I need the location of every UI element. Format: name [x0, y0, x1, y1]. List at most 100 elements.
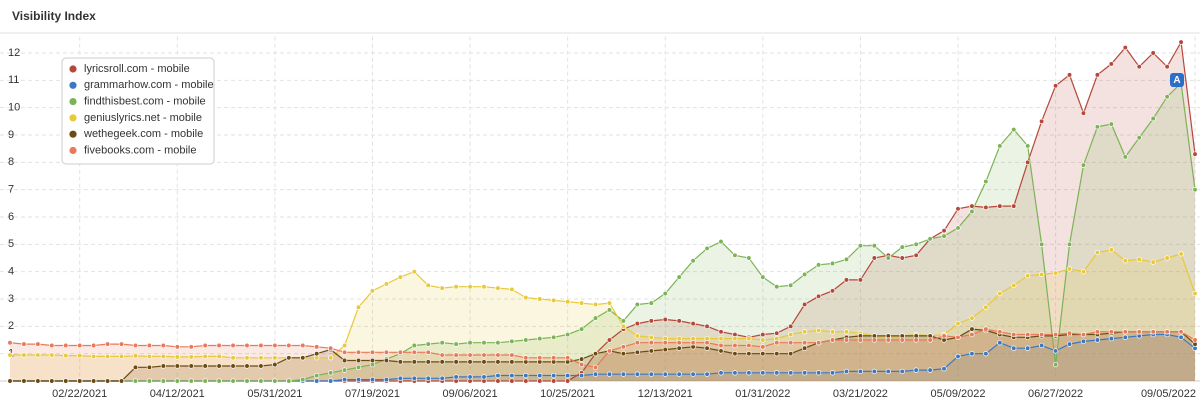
data-point	[1108, 121, 1115, 127]
data-point	[35, 352, 41, 358]
data-point	[1025, 345, 1031, 351]
data-point	[1038, 331, 1045, 338]
data-point	[746, 335, 752, 342]
data-point	[983, 351, 989, 357]
data-point	[537, 296, 543, 302]
data-point	[1150, 115, 1156, 122]
data-point	[132, 353, 139, 359]
data-point	[1094, 249, 1101, 256]
data-point	[913, 252, 919, 258]
data-point	[118, 378, 125, 384]
data-point	[704, 340, 710, 346]
y-tick-label: 12	[8, 47, 20, 59]
data-point	[383, 281, 390, 287]
data-point	[648, 300, 654, 306]
data-point	[1150, 50, 1156, 56]
data-point	[355, 304, 362, 310]
data-point	[732, 351, 738, 357]
data-point	[1011, 345, 1017, 351]
data-point	[648, 340, 654, 346]
data-point	[355, 357, 362, 364]
data-point	[327, 370, 334, 376]
data-point	[885, 255, 891, 261]
data-point	[1080, 338, 1087, 345]
data-point	[927, 337, 933, 343]
data-point	[913, 337, 919, 343]
data-point	[327, 355, 334, 361]
legend-marker	[69, 146, 77, 155]
data-point	[983, 204, 989, 211]
x-tick-label: 03/21/2022	[833, 388, 888, 400]
data-point	[704, 371, 710, 377]
data-point	[676, 345, 682, 351]
data-point	[955, 334, 961, 340]
data-point	[132, 342, 139, 349]
legend-marker	[69, 81, 77, 89]
data-point	[411, 342, 417, 349]
data-point	[272, 342, 278, 349]
data-point	[899, 368, 905, 375]
data-point	[774, 340, 780, 346]
data-point	[774, 351, 780, 357]
data-point	[941, 333, 947, 339]
data-point	[188, 354, 194, 360]
data-point	[1094, 329, 1101, 335]
data-point	[1066, 330, 1073, 336]
data-point	[188, 344, 194, 350]
data-point	[788, 370, 794, 376]
data-point	[90, 378, 97, 384]
data-point	[300, 376, 306, 383]
x-tick-label: 06/27/2022	[1028, 388, 1083, 400]
data-point	[523, 294, 529, 301]
data-point	[690, 258, 696, 264]
data-point	[871, 337, 878, 343]
data-point	[77, 342, 83, 349]
data-point	[746, 370, 752, 376]
data-point	[425, 375, 431, 381]
data-point	[592, 351, 599, 357]
data-point	[955, 353, 961, 360]
data-point	[230, 342, 236, 349]
data-point	[1066, 266, 1073, 272]
data-point	[314, 351, 320, 357]
data-point	[578, 300, 585, 306]
data-point	[578, 372, 585, 379]
data-point	[997, 290, 1003, 297]
data-point	[244, 342, 250, 349]
data-point	[1052, 83, 1059, 89]
data-point	[606, 337, 613, 343]
x-tick-label: 07/19/2021	[345, 388, 400, 400]
data-point	[481, 359, 487, 365]
data-point	[732, 370, 738, 376]
x-tick-label: 01/31/2022	[735, 388, 790, 400]
data-point	[829, 370, 836, 376]
legend-label: lyricsroll.com - mobile	[84, 63, 190, 75]
data-point	[523, 372, 529, 379]
data-point	[913, 241, 919, 247]
data-point	[341, 376, 348, 383]
x-tick-label: 04/12/2021	[150, 388, 205, 400]
data-point	[49, 378, 55, 384]
x-tick-label: 10/25/2021	[540, 388, 595, 400]
data-point	[815, 327, 822, 334]
data-point	[341, 349, 348, 355]
data-point	[537, 372, 543, 379]
data-point	[564, 372, 571, 379]
data-point	[355, 364, 362, 370]
chart-title: Visibility Index	[12, 9, 96, 23]
data-point	[1080, 269, 1087, 275]
data-point	[648, 371, 654, 377]
data-point	[1038, 271, 1045, 278]
data-point	[495, 285, 501, 291]
data-point	[397, 359, 404, 365]
legend-marker	[69, 98, 77, 106]
data-point	[425, 341, 431, 347]
data-point	[997, 143, 1003, 149]
data-point	[1094, 337, 1101, 343]
data-point	[1011, 331, 1017, 338]
data-point	[718, 348, 724, 354]
data-point	[788, 282, 794, 288]
data-point	[801, 345, 808, 351]
x-tick-label: 09/06/2021	[443, 388, 498, 400]
data-point	[49, 352, 55, 358]
